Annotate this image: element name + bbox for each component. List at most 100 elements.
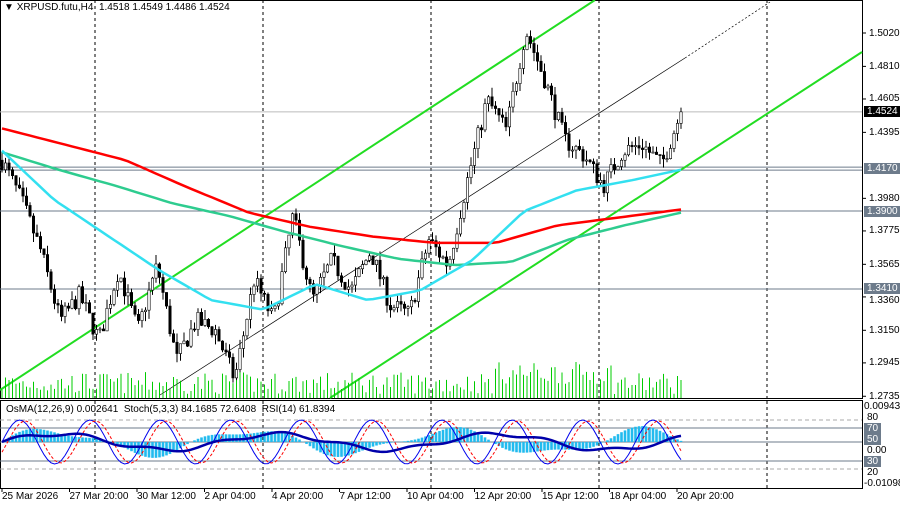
candle-body (322, 271, 326, 278)
osc-level-tag: 30 (864, 456, 882, 467)
osma-bar (95, 438, 98, 442)
candle-body (675, 123, 679, 134)
level-price-tag: 1.4170 (864, 162, 900, 174)
price-axis-label: 1.2735 (869, 390, 900, 402)
osma-bar (595, 442, 599, 446)
osma-bar (343, 442, 347, 457)
candle-body (612, 164, 616, 171)
osma-bar (655, 429, 658, 442)
osma-bar (452, 427, 455, 442)
candle-body (535, 52, 539, 62)
time-axis-label: 25 Mar 2026 (2, 491, 59, 502)
ma-green-line (1, 151, 682, 267)
candle-body (420, 258, 424, 279)
candle-body (609, 164, 613, 173)
candle-body (493, 105, 497, 109)
candle-body (91, 312, 95, 335)
osma-bar (427, 435, 431, 442)
candle-body (539, 60, 543, 72)
osma-bar (70, 436, 74, 442)
osma-bar (371, 442, 375, 447)
candle-body (458, 218, 462, 235)
osc-axis-top: 0.009432 (864, 401, 900, 412)
candle-body (112, 289, 116, 305)
price-axis-label: 1.5020 (869, 27, 900, 39)
candle-body (584, 159, 588, 162)
candle-body (661, 154, 665, 160)
osma-bar (476, 433, 480, 442)
candle-body (133, 305, 137, 315)
candle-body (623, 154, 627, 161)
candle-body (304, 267, 308, 280)
chart-title: ▼ XRPUSD.futu,H4 1.4518 1.4549 1.4486 1.… (4, 2, 230, 13)
candle-body (301, 239, 305, 269)
osma-bar (634, 426, 637, 442)
time-axis-label: 27 Mar 20:00 (69, 491, 129, 502)
candle-body (430, 239, 434, 241)
candle-body (242, 335, 246, 349)
candle-body (644, 146, 648, 150)
osma-bar (273, 431, 277, 442)
osma-bar (644, 426, 648, 442)
candle-body (262, 292, 266, 295)
osma-bar (326, 442, 329, 456)
osma-bar (375, 442, 378, 446)
candle-body (311, 283, 315, 295)
osma-bar (119, 442, 123, 446)
candle-body (577, 146, 581, 150)
candle-body (214, 329, 218, 336)
candle-body (24, 195, 28, 206)
osma-bar (406, 440, 410, 442)
osma-bar (532, 442, 536, 452)
osma-bar (420, 437, 424, 442)
osma-bar (651, 428, 655, 442)
osma-bar (333, 442, 336, 457)
osma-bar (658, 430, 662, 442)
candle-body (637, 145, 641, 149)
time-axis-label: 20 Apr 20:00 (677, 491, 734, 502)
candle-body (483, 103, 487, 131)
candle-body (269, 308, 273, 312)
collapse-icon[interactable]: ▼ (4, 2, 17, 13)
candle-body (626, 145, 630, 156)
osma-bar (672, 437, 676, 442)
candle-body (525, 36, 529, 50)
candle-body (665, 158, 669, 160)
ma-cyan-line (1, 149, 682, 311)
candle-body (549, 85, 553, 96)
candle-body (511, 90, 515, 108)
candle-body (406, 306, 410, 309)
osma-bar (553, 442, 557, 450)
candle-body (56, 303, 60, 306)
osma-bar (385, 442, 389, 444)
candle-body (144, 309, 148, 313)
price-axis-label: 1.3150 (869, 324, 900, 336)
osma-bar (627, 428, 630, 442)
candle-body (283, 247, 287, 272)
candle-body (67, 305, 71, 309)
candle-body (252, 285, 256, 295)
osma-bar (340, 442, 343, 457)
candle-body (329, 253, 333, 266)
osma-bar (350, 442, 354, 455)
oscillator-title: OsMA(12,26,9) 0.002641 Stoch(5,3,3) 84.1… (6, 404, 335, 415)
candle-body (221, 340, 225, 351)
candle-body (238, 348, 242, 370)
candle-body (186, 340, 190, 347)
osma-bar (620, 432, 623, 442)
osma-bar (112, 442, 116, 443)
osma-bar (662, 432, 665, 442)
osma-bar (434, 432, 438, 442)
candle-body (427, 239, 431, 254)
candle-body (357, 268, 361, 277)
candle-body (504, 117, 508, 128)
candle-body (102, 328, 106, 332)
osma-bar (455, 427, 459, 442)
candle-body (45, 254, 49, 273)
candle-body (52, 289, 56, 304)
osma-bar (378, 442, 382, 445)
osma-bar (259, 432, 263, 442)
osma-bar (347, 442, 350, 456)
candle-body (42, 248, 46, 255)
